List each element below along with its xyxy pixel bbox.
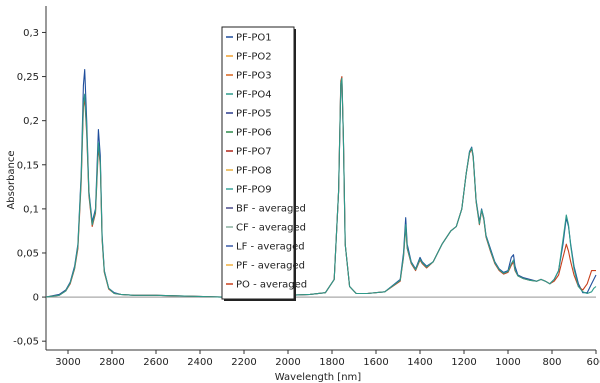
legend-entry: PF-PO6 — [236, 128, 272, 139]
legend-entry: PF-PO4 — [236, 90, 272, 101]
legend-entry: PF-PO2 — [236, 52, 272, 63]
series-lines — [45, 68, 597, 298]
y-tick-label: 0,2 — [23, 116, 39, 127]
legend-entry: PF-PO1 — [236, 33, 272, 44]
x-tick-label: 3000 — [55, 357, 80, 368]
y-tick-label: -0,05 — [13, 337, 39, 348]
x-tick-label: 2200 — [231, 357, 256, 368]
x-tick-label: 2600 — [143, 357, 168, 368]
y-tick-label: 0,1 — [23, 204, 39, 215]
y-axis-title: Absorbance — [6, 150, 17, 209]
legend-entry: CF - averaged — [236, 223, 306, 234]
x-axis-title: Wavelength [nm] — [275, 372, 361, 383]
x-tick-label: 600 — [586, 357, 600, 368]
y-tick-label: 0 — [33, 293, 39, 304]
x-tick-label: 2400 — [187, 357, 212, 368]
x-tick-label: 2000 — [275, 357, 300, 368]
x-tick-label: 800 — [542, 357, 561, 368]
x-tick-label: 1600 — [363, 357, 388, 368]
x-tick-label: 1400 — [407, 357, 432, 368]
x-tick-label: 1000 — [495, 357, 520, 368]
legend-entry: PF-PO8 — [236, 166, 272, 177]
legend-entry: PF-PO5 — [236, 109, 272, 120]
y-tick-label: 0,25 — [17, 72, 39, 83]
y-tick-label: 0,3 — [23, 28, 39, 39]
series-line — [45, 77, 597, 298]
legend-box — [221, 26, 295, 300]
legend-entry: PF-PO9 — [236, 185, 272, 196]
y-tick-label: 0,05 — [17, 248, 39, 259]
legend-entry: BF - averaged — [236, 204, 306, 215]
x-tick-label: 2800 — [99, 357, 124, 368]
axes: -0,05 0 0,05 0,1 0,15 0,2 0,25 0,3 3000 2800 2600 2… — [13, 6, 600, 368]
legend-entry: PO - averaged — [236, 280, 307, 291]
x-tick-label: 1200 — [451, 357, 476, 368]
legend: PF-PO1 PF-PO2 PF-PO3 PF-PO4 PF-PO5 PF-PO6 PF-P… — [221, 26, 307, 301]
legend-entry: LF - averaged — [236, 242, 305, 253]
x-tick-label: 1800 — [319, 357, 344, 368]
legend-entry: PF - averaged — [236, 261, 305, 272]
legend-entry: PF-PO7 — [236, 147, 272, 158]
legend-entry: PF-PO3 — [236, 71, 272, 82]
y-tick-label: 0,15 — [17, 160, 39, 171]
